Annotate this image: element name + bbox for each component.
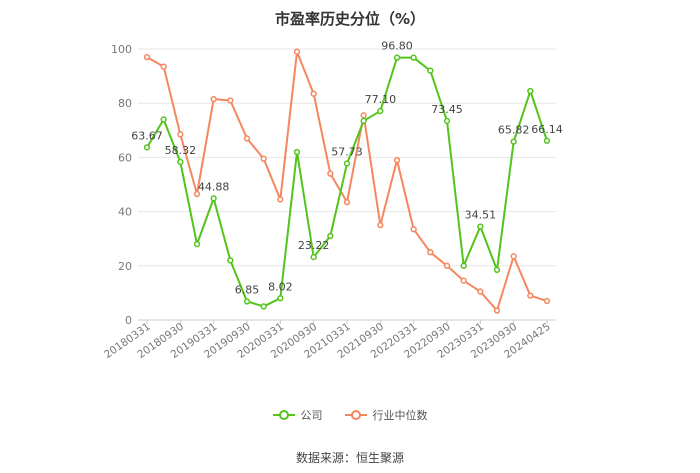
data-point-company bbox=[343, 160, 351, 167]
data-point-industry-median bbox=[227, 97, 234, 104]
data-point-industry-median bbox=[477, 288, 484, 295]
data-point-company bbox=[510, 138, 517, 145]
data-point-industry-median bbox=[343, 198, 351, 206]
data-label: 63.67 bbox=[131, 129, 163, 142]
legend-item-company[interactable]: 公司 bbox=[272, 407, 323, 423]
data-label: 58.32 bbox=[165, 144, 197, 157]
data-point-industry-median bbox=[377, 222, 384, 229]
data-point-company bbox=[377, 107, 384, 115]
data-point-industry-median bbox=[493, 307, 501, 314]
data-label: 65.82 bbox=[498, 124, 530, 137]
legend: 公司 行业中位数 bbox=[0, 407, 700, 423]
data-point-company bbox=[160, 116, 167, 123]
data-point-company bbox=[327, 232, 334, 240]
data-point-industry-median bbox=[443, 262, 451, 269]
data-point-industry-median bbox=[143, 53, 151, 61]
data-source: 数据来源：恒生聚源 bbox=[295, 451, 404, 465]
data-point-company bbox=[293, 148, 301, 156]
data-point-company bbox=[493, 266, 501, 274]
data-label: 77.10 bbox=[365, 93, 397, 106]
data-point-company bbox=[177, 158, 184, 166]
data-point-company bbox=[393, 54, 401, 61]
data-point-industry-median bbox=[177, 131, 184, 138]
data-point-company bbox=[360, 117, 367, 124]
data-point-company bbox=[477, 223, 484, 230]
data-label: 73.45 bbox=[431, 103, 463, 116]
y-tick-label: 100 bbox=[111, 43, 132, 56]
data-point-industry-median bbox=[327, 170, 334, 177]
legend-item-industry-median[interactable]: 行业中位数 bbox=[344, 407, 428, 423]
data-label: 44.88 bbox=[198, 180, 230, 193]
data-point-company bbox=[443, 117, 451, 125]
y-tick-label: 80 bbox=[118, 97, 132, 110]
data-point-industry-median bbox=[210, 95, 217, 103]
data-point-company bbox=[527, 87, 534, 95]
data-point-industry-median bbox=[160, 63, 167, 70]
data-point-industry-median bbox=[510, 253, 517, 260]
data-point-industry-median bbox=[277, 196, 284, 203]
data-point-company bbox=[193, 240, 201, 248]
data-point-company bbox=[427, 67, 434, 74]
y-tick-label: 20 bbox=[118, 260, 132, 273]
data-point-company bbox=[310, 253, 317, 261]
data-point-company bbox=[460, 262, 467, 269]
data-point-industry-median bbox=[527, 292, 534, 299]
data-point-industry-median bbox=[293, 48, 301, 55]
data-point-company bbox=[277, 295, 284, 302]
data-point-company bbox=[143, 144, 151, 151]
data-label: 66.14 bbox=[531, 123, 563, 136]
data-label: 34.51 bbox=[465, 208, 497, 221]
data-point-industry-median bbox=[393, 156, 401, 164]
y-tick-label: 0 bbox=[125, 314, 132, 327]
data-point-company bbox=[243, 298, 251, 305]
data-point-company bbox=[227, 257, 234, 264]
data-label: 6.85 bbox=[235, 283, 260, 296]
chart-title: 市盈率历史分位（%） bbox=[274, 10, 426, 28]
data-point-industry-median bbox=[543, 297, 551, 305]
data-point-industry-median bbox=[260, 155, 267, 162]
y-tick-label: 60 bbox=[118, 151, 132, 164]
data-point-industry-median bbox=[427, 249, 434, 256]
data-point-industry-median bbox=[243, 135, 251, 142]
legend-swatch-company bbox=[272, 409, 295, 421]
data-point-company bbox=[543, 137, 551, 144]
data-label: 57.73 bbox=[331, 146, 363, 159]
data-point-company bbox=[410, 54, 417, 61]
data-point-industry-median bbox=[360, 112, 367, 119]
data-label: 96.80 bbox=[381, 40, 413, 53]
legend-swatch-industry-median bbox=[344, 409, 367, 421]
data-point-industry-median bbox=[310, 90, 317, 97]
data-point-company bbox=[260, 303, 267, 310]
data-label: 23.22 bbox=[298, 239, 330, 252]
data-label: 8.02 bbox=[268, 280, 293, 293]
legend-label-company: 公司 bbox=[300, 409, 323, 422]
y-tick-label: 40 bbox=[118, 206, 132, 219]
data-point-industry-median bbox=[193, 190, 201, 198]
data-point-industry-median bbox=[410, 226, 417, 233]
data-point-industry-median bbox=[460, 277, 467, 284]
data-point-company bbox=[210, 195, 217, 202]
legend-label-industry-median: 行业中位数 bbox=[372, 409, 428, 422]
